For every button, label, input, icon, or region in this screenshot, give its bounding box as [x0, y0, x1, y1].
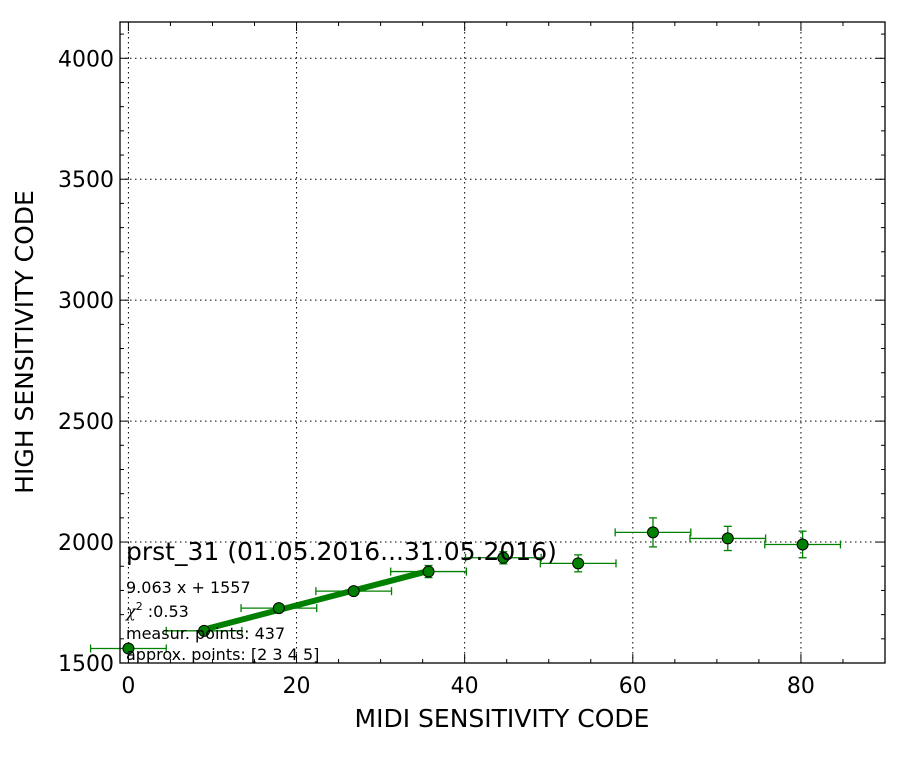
- data-point: [89, 642, 167, 655]
- fit-line-segment: [203, 568, 430, 633]
- chi-value: :0.53: [143, 602, 189, 621]
- y-tick-label: 3500: [58, 168, 114, 193]
- y-axis-label: HIGH SENSITIVITY CODE: [10, 190, 39, 494]
- data-point: [315, 585, 393, 598]
- data-point: [614, 517, 692, 548]
- chi-exponent: 2: [136, 600, 143, 613]
- annotation-fit: 9.063 x + 1557: [126, 578, 251, 597]
- data-point: [764, 530, 842, 559]
- annotation: prst_31 (01.05.2016...31.05.2016) 9.063 …: [125, 537, 557, 664]
- data-marker: [721, 532, 734, 545]
- x-tick-label: 60: [619, 674, 647, 699]
- annotation-chi2: χ2 :0.53: [125, 600, 189, 621]
- x-tick-label: 80: [787, 674, 815, 699]
- data-marker: [572, 557, 585, 570]
- x-tick-label: 40: [451, 674, 479, 699]
- plot-frame: [119, 21, 886, 664]
- data-point: [539, 554, 617, 573]
- annotation-title: prst_31 (01.05.2016...31.05.2016): [126, 537, 557, 566]
- annotation-measur: measur. points: 437: [126, 624, 285, 643]
- data-marker: [646, 526, 659, 539]
- x-tick-label: 0: [121, 674, 135, 699]
- data-point: [689, 525, 767, 552]
- data-marker: [796, 538, 809, 551]
- data-point: [165, 624, 243, 637]
- data-points: [89, 517, 842, 655]
- x-axis-label: MIDI SENSITIVITY CODE: [355, 704, 650, 733]
- data-marker: [198, 624, 211, 637]
- annotation-approx: approx. points: [2 3 4 5]: [126, 645, 319, 664]
- data-marker: [497, 551, 510, 564]
- y-tick-label: 4000: [58, 47, 114, 72]
- data-marker: [122, 642, 135, 655]
- grid: [120, 22, 885, 664]
- y-tick-label: 2500: [58, 410, 114, 435]
- data-point: [240, 602, 318, 615]
- y-tick-label: 2000: [58, 531, 114, 556]
- data-point: [464, 551, 542, 565]
- data-marker: [272, 602, 285, 615]
- fit-line: [203, 568, 430, 633]
- axis-ticks: 0 20 40 60 80 1500 2000 2500 3000 3500 4000: [58, 22, 886, 699]
- chi-symbol: χ: [125, 602, 137, 621]
- y-tick-label: 3000: [58, 289, 114, 314]
- data-marker: [422, 565, 435, 578]
- x-tick-label: 20: [283, 674, 311, 699]
- data-marker: [347, 585, 360, 598]
- y-tick-label: 1500: [58, 652, 114, 677]
- data-point: [390, 564, 468, 579]
